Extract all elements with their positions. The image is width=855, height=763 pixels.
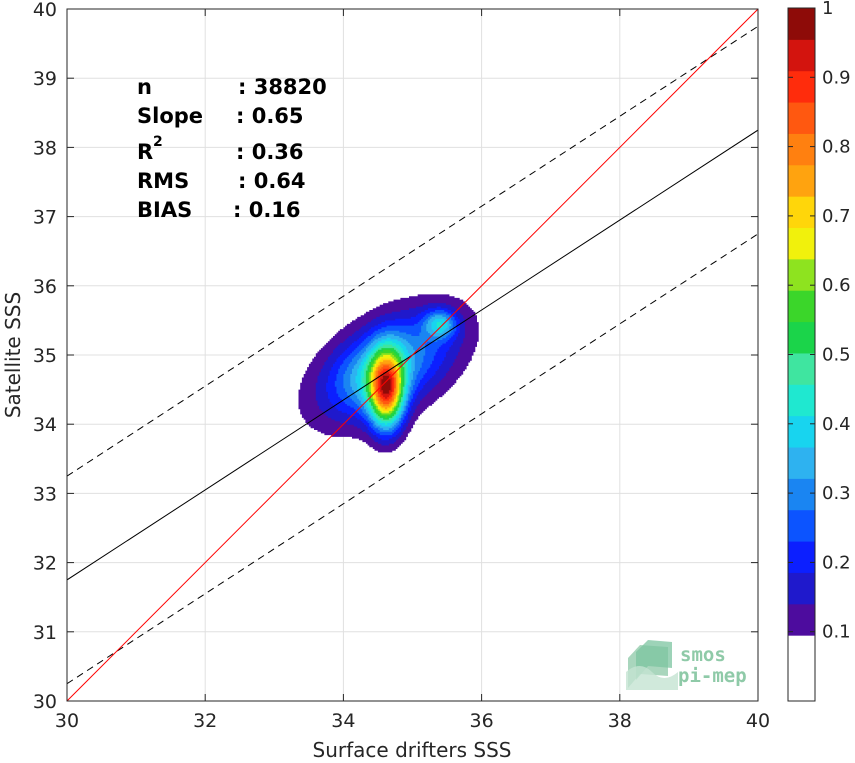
colorbar-tick-label: 0.6	[822, 275, 851, 296]
colorbar-segment	[788, 70, 815, 103]
colorbar-tick-label: 0.2	[822, 552, 851, 573]
fit-lower-dashed-line	[67, 233, 758, 685]
colorbar-segment	[788, 384, 815, 417]
colorbar-segment	[788, 321, 815, 354]
stat-bias-value: : 0.16	[233, 198, 301, 222]
colorbar-segment	[788, 290, 815, 323]
y-tick-label: 30	[33, 691, 57, 713]
colorbar-segment	[788, 39, 815, 72]
colorbar: 0.1 0.2 0.3 0.4 0.5 0.6 0.7 0.8 0.9 1	[787, 0, 851, 702]
stat-rms-value: : 0.64	[238, 169, 306, 193]
colorbar-segment	[788, 102, 815, 134]
colorbar-tick-label: 0.3	[822, 483, 851, 504]
colorbar-segment	[788, 572, 815, 605]
colorbar-tick-label: 0.5	[822, 345, 851, 366]
stat-r2-key: R	[137, 140, 153, 164]
colorbar-segment	[788, 258, 815, 291]
y-tick-label: 35	[33, 345, 57, 367]
y-tick-label: 37	[33, 207, 57, 229]
density-band-1	[315, 303, 465, 446]
stat-slope-key: Slope	[137, 104, 203, 128]
colorbar-segment	[788, 415, 815, 448]
y-tick-label: 32	[33, 553, 57, 575]
y-axis-label: Satellite SSS	[1, 292, 25, 418]
x-tick-label: 34	[331, 710, 355, 732]
x-tick-label: 40	[746, 710, 770, 732]
stat-slope-value: : 0.65	[236, 104, 304, 128]
stat-bias-key: BIAS	[137, 198, 192, 222]
y-tick-label: 34	[33, 414, 57, 436]
colorbar-segment	[788, 509, 815, 542]
colorbar-tick-label: 0.4	[822, 414, 851, 435]
colorbar-segment	[788, 227, 815, 260]
colorbar-segment	[788, 541, 815, 573]
colorbar-tick-label: 1	[822, 0, 833, 19]
stat-n-value: : 38820	[238, 75, 327, 99]
y-tick-label: 36	[33, 276, 57, 298]
axes: 30 32 34 36 38 40 30 31 32 33 34 35 36 37 38 39 40	[33, 0, 770, 732]
density-band-0	[298, 294, 479, 453]
density-band-15	[374, 363, 396, 406]
y-tick-label: 33	[33, 483, 57, 505]
colorbar-tick-label: 0.8	[822, 137, 851, 158]
stat-rms-key: RMS	[137, 169, 189, 193]
colorbar-segment	[788, 8, 815, 40]
colorbar-segment	[788, 478, 815, 511]
x-tick-label: 36	[470, 710, 494, 732]
x-axis-label: Surface drifters SSS	[313, 738, 512, 762]
x-tick-label: 30	[55, 710, 79, 732]
density-band-7	[360, 322, 443, 425]
identity-line	[67, 9, 758, 701]
stat-n-key: n	[137, 75, 152, 99]
colorbar-segment	[788, 603, 815, 636]
density-band-3	[334, 310, 457, 436]
colorbar-segment	[788, 196, 815, 229]
density-band-19	[381, 375, 391, 394]
y-tick-label: 40	[33, 0, 57, 21]
y-tick-label: 38	[33, 137, 57, 159]
x-tick-label: 38	[608, 710, 632, 732]
colorbar-segment	[788, 447, 815, 479]
colorbar-tick-label: 0.1	[822, 622, 851, 643]
colorbar-segment	[788, 352, 815, 385]
colorbar-white-segment	[788, 635, 815, 701]
y-tick-label: 31	[33, 622, 57, 644]
colorbar-segment	[788, 133, 815, 166]
regression-lines	[67, 9, 758, 701]
logo-wave-icon	[626, 640, 678, 690]
smos-pimep-logo: smos pi-mep	[626, 640, 747, 690]
fit-upper-dashed-line	[67, 25, 758, 477]
colorbar-tick-label: 0.7	[822, 206, 851, 227]
stat-r2-value: : 0.36	[236, 140, 304, 164]
colorbar-tick-label: 0.9	[822, 67, 851, 88]
logo-line2: pi-mep	[678, 665, 747, 687]
colorbar-segment	[788, 164, 815, 197]
stat-r2-sup: 2	[153, 134, 163, 150]
density-contours	[298, 294, 479, 453]
density-band-2	[326, 306, 460, 441]
stats-box: n : 38820 Slope : 0.65 R 2 : 0.36 RMS : …	[137, 75, 327, 222]
density-band-4	[343, 313, 453, 432]
logo-line1: smos	[680, 644, 726, 666]
density-band-5	[350, 315, 452, 430]
x-tick-label: 32	[193, 710, 217, 732]
y-tick-label: 39	[33, 68, 57, 90]
